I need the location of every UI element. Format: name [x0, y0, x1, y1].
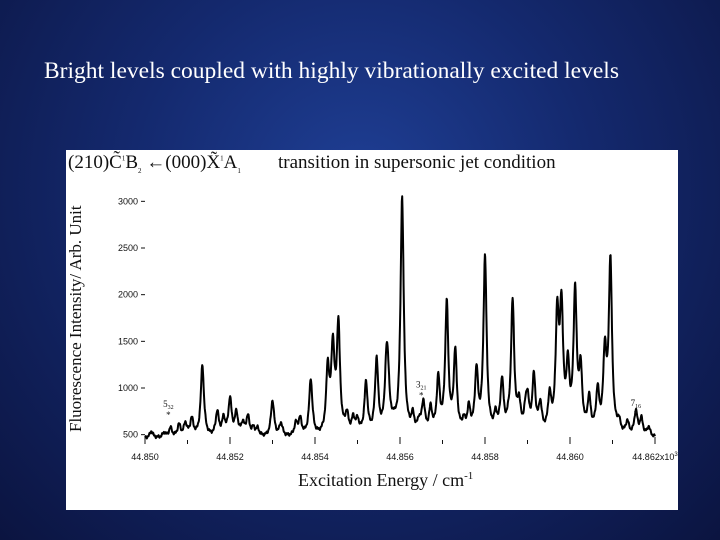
peak-annotation-label: 716 — [631, 398, 642, 410]
spectrum-figure: (210)C̃1B2 ←(000)X̃1A1 transition in supe… — [66, 150, 678, 510]
heading-text: transition in supersonic jet condition — [278, 152, 556, 173]
slide-title: Bright levels coupled with highly vibrat… — [44, 58, 619, 84]
spectrum-line — [144, 195, 656, 440]
y-tick-label: 3000 — [118, 196, 138, 206]
x-tick-label: 44.850 — [131, 452, 159, 462]
x-tick-label: 44.862x103 — [632, 452, 678, 462]
peak-annotation-mark: * — [166, 410, 171, 420]
y-tick-label: 2000 — [118, 290, 138, 300]
x-tick-label: 44.854 — [301, 452, 329, 462]
x-tick-label: 44.860 — [556, 452, 584, 462]
figure-heading: (210)C̃1B2 ←(000)X̃1A1 transition in supe… — [68, 152, 668, 182]
peak-annotation-label: 321 — [416, 379, 427, 391]
peak-annotation-mark: * — [634, 409, 639, 419]
peak-annotation-label: 532 — [163, 399, 174, 411]
transition-formula: (210)C̃1B2 ←(000)X̃1A1 — [68, 152, 241, 175]
peak-annotation-mark: * — [419, 390, 424, 400]
x-axis-label: Excitation Energy / cm-1 — [298, 470, 474, 490]
spectrum-plot: 500 1000 1500 2000 2500 3000 44.850 44.852 44.85… — [118, 195, 678, 462]
x-tick-label: 44.858 — [471, 452, 499, 462]
x-tick-label: 44.856 — [386, 452, 414, 462]
y-tick-label: 2500 — [118, 243, 138, 253]
y-tick-label: 500 — [123, 430, 138, 440]
y-tick-label: 1500 — [118, 336, 138, 346]
x-tick-label: 44.852 — [216, 452, 244, 462]
y-tick-label: 1000 — [118, 383, 138, 393]
